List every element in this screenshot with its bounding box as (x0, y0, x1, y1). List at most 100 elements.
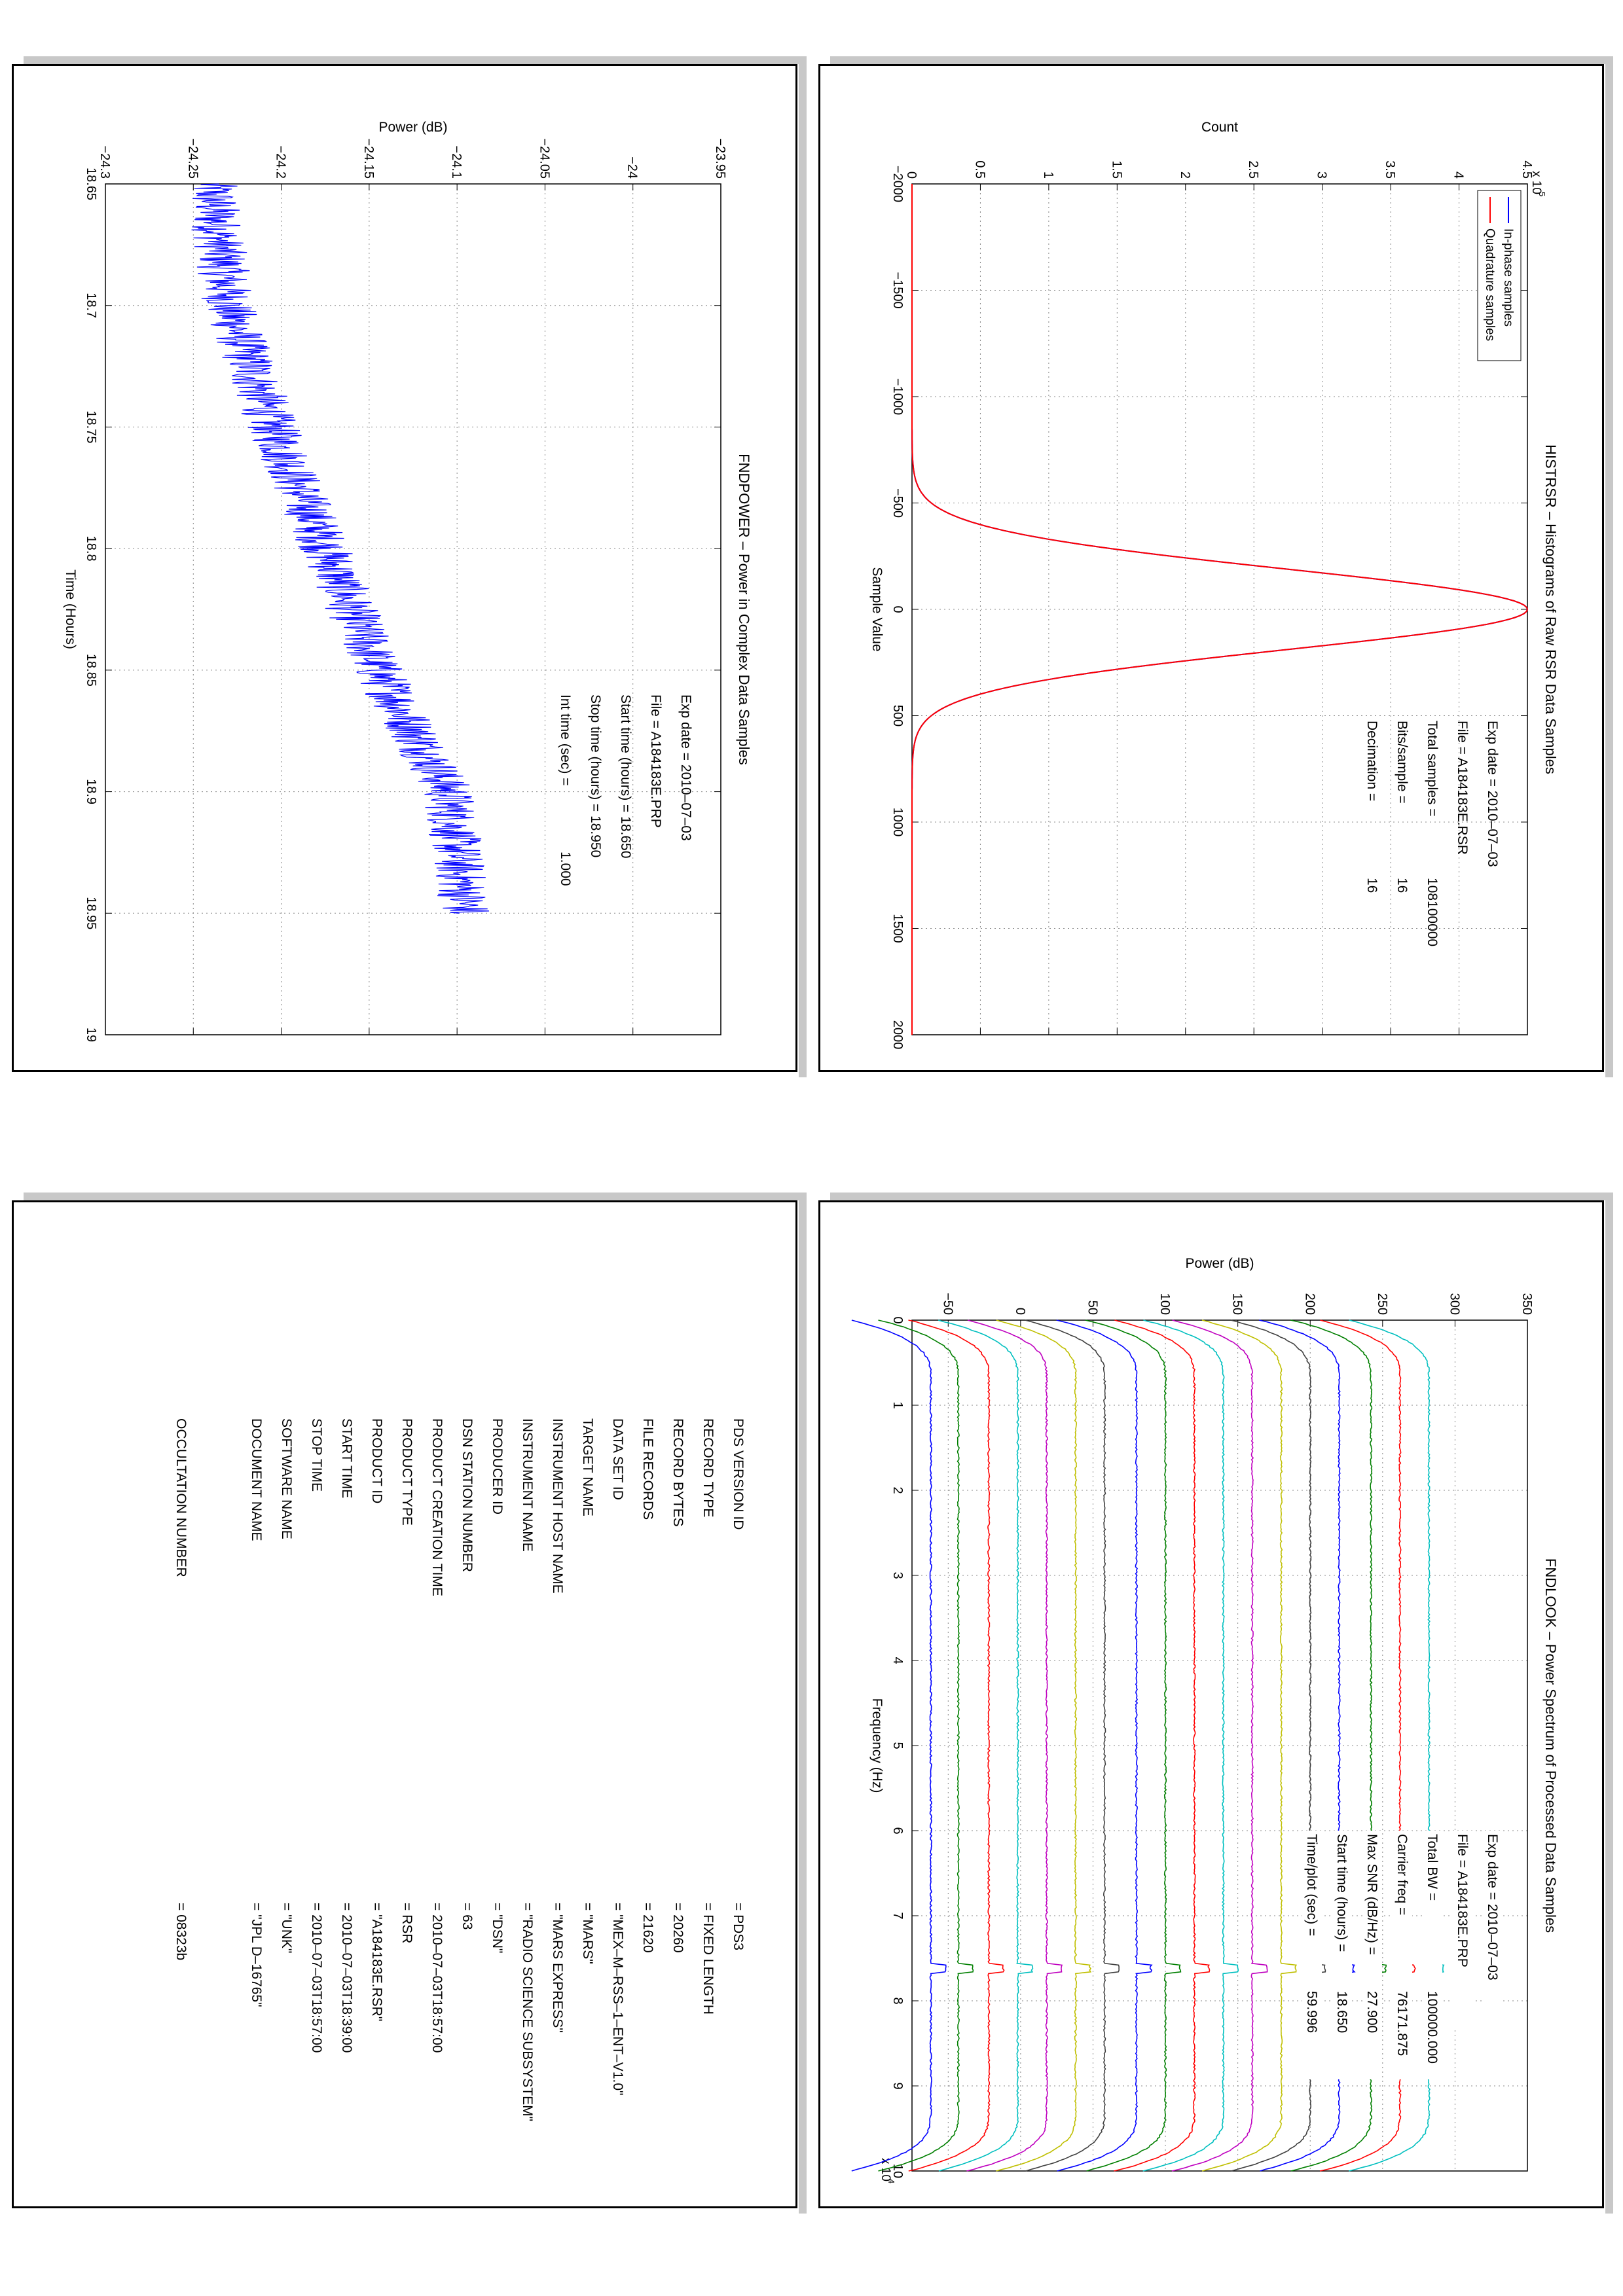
y-tick-label: 300 (1447, 1293, 1461, 1315)
y-axis-label: Power (dB) (1185, 1256, 1254, 1271)
annotation-bg (1332, 1831, 1352, 2079)
label-value: = "A184183E.RSR" (369, 1903, 384, 2021)
x-tick-label: 8 (890, 1997, 905, 2004)
annotation-label: Time/plot (sec) = (1304, 1834, 1319, 1936)
label-key: PRODUCT TYPE (399, 1418, 414, 1526)
annotation-label: Bits/sample = (1395, 721, 1410, 804)
x-tick-label: 500 (890, 705, 905, 726)
annotation-label: File = A184183E.RSR (1455, 721, 1470, 855)
y-tick-label: 2 (1178, 171, 1192, 179)
annotation-label: Carrier freq = (1395, 1834, 1410, 1915)
label-value: = "JPL D–16765" (249, 1903, 264, 2007)
y-tick-label: −24.1 (449, 145, 464, 179)
label-value: = 2010–07–03T18:57:00 (429, 1903, 445, 2053)
legend-entry: Quadrature samples (1483, 228, 1497, 341)
label-key: STOP TIME (309, 1418, 324, 1492)
y-tick-label: 4 (1451, 171, 1466, 179)
x-axis-label: Frequency (Hz) (869, 1698, 884, 1793)
label-key: PRODUCT CREATION TIME (429, 1418, 445, 1596)
annotation-bg (1362, 1831, 1382, 2079)
label-value: = 63 (460, 1903, 475, 1929)
x-tick-label: 1000 (890, 808, 905, 837)
x-tick-label: 5 (890, 1742, 905, 1749)
chart-title: FNDPOWER – Power in Complex Data Samples (736, 454, 752, 765)
x-tick-label: 0 (890, 1316, 905, 1323)
annotation-value: 100000.000 (1425, 1991, 1440, 2064)
x-tick-label: −1500 (890, 272, 905, 308)
x-tick-label: 6 (890, 1827, 905, 1834)
y-exponent-label: x 10 (1529, 171, 1543, 194)
label-key: DSN STATION NUMBER (460, 1418, 475, 1572)
spectrum-line (1142, 1319, 1239, 2172)
y-tick-label: −24.2 (274, 145, 288, 179)
label-key: SOFTWARE NAME (279, 1418, 294, 1539)
y-axis-label: Count (1201, 120, 1238, 135)
annotation-label: Exp date = 2010–07–03 (1485, 721, 1500, 867)
spectrum-line (878, 1319, 974, 2172)
x-tick-label: −500 (890, 488, 905, 518)
x-tick-label: 18.85 (84, 654, 98, 687)
spectrum-line (1025, 1319, 1120, 2172)
label-key: PDS VERSION ID (731, 1418, 746, 1530)
y-tick-label: −24.15 (361, 138, 376, 179)
spectrum-line (966, 1319, 1063, 2172)
histrsr-panel: HISTRSR – Histograms of Raw RSR Data Sam… (818, 64, 1604, 1072)
label-key: FILE RECORDS (640, 1418, 655, 1520)
x-tick-label: 19 (84, 1028, 98, 1042)
annotation-label: Exp date = 2010–07–03 (678, 694, 693, 841)
annotation-label: Exp date = 2010–07–03 (1485, 1834, 1500, 1981)
spectrum-line (1085, 1319, 1182, 2172)
label-key: PRODUCT ID (369, 1418, 384, 1503)
label-value: = RSR (399, 1903, 414, 1943)
x-tick-label: 18.75 (84, 410, 98, 443)
label-value: = "UNK" (279, 1903, 294, 1953)
label-value: = "DSN" (490, 1903, 505, 1953)
label-key: DATA SET ID (610, 1418, 625, 1500)
y-tick-label: 3 (1315, 171, 1329, 179)
x-tick-label: 2000 (890, 1020, 905, 1050)
label-value: = "MARS EXPRESS" (550, 1903, 565, 2033)
y-exponent-power: 5 (1537, 192, 1547, 196)
spectrum-line (1201, 1319, 1298, 2172)
label-value: = PDS3 (731, 1903, 746, 1950)
x-tick-label: 18.9 (84, 779, 98, 804)
annotation-label: Total samples = (1425, 721, 1440, 817)
y-axis-label: Power (dB) (378, 120, 447, 135)
y-tick-label: 350 (1520, 1293, 1534, 1315)
annotation-value: 18.650 (1334, 1991, 1349, 2033)
spectrum-line (851, 1319, 947, 2172)
y-tick-label: 150 (1230, 1293, 1245, 1315)
annotation-value: 108100000 (1425, 878, 1440, 946)
y-tick-label: 200 (1302, 1293, 1317, 1315)
label-table: PDS VERSION ID = PDS3 RECORD TYPE = FIXED L… (173, 1418, 746, 2121)
chart-title: HISTRSR – Histograms of Raw RSR Data Sam… (1542, 444, 1559, 774)
x-tick-label: 7 (890, 1912, 905, 1919)
label-key: RECORD TYPE (701, 1418, 716, 1517)
fndlook-chart: FNDLOOK – Power Spectrum of Processed Da… (851, 1256, 1559, 2183)
power-series-line (191, 183, 490, 914)
annotation-bg (1423, 1831, 1442, 2079)
label-key: INSTRUMENT HOST NAME (550, 1418, 565, 1594)
spectrum-line (1114, 1319, 1211, 2172)
x-tick-label: 1 (890, 1401, 905, 1408)
occultation-value: = 08323b (173, 1903, 189, 1960)
spectrum-line (1056, 1319, 1153, 2172)
y-tick-label: −24.05 (537, 138, 551, 179)
annotation-label: Start time (hours) = 18.650 (618, 694, 633, 858)
y-tick-label: −24 (625, 156, 640, 179)
annotation-label: Stop time (hours) = 18.950 (588, 694, 603, 857)
occultation-key: OCCULTATION NUMBER (173, 1418, 189, 1577)
plot-frame (911, 1319, 1528, 2172)
legend-entry: In-phase samples (1501, 228, 1515, 327)
x-tick-label: 18.8 (84, 536, 98, 562)
annotation-value: 59.996 (1304, 1991, 1319, 2033)
label-key: INSTRUMENT NAME (520, 1418, 535, 1552)
y-tick-label: 250 (1375, 1293, 1389, 1315)
annotation-bg (1393, 1831, 1412, 2079)
y-tick-label: 4.5 (1520, 160, 1534, 179)
annotation-label: Max SNR (dB/Hz) = (1364, 1834, 1379, 1955)
y-tick-label: −50 (940, 1293, 955, 1315)
x-axis-label: Time (Hours) (63, 569, 78, 649)
annotation-bg (1483, 1831, 1503, 2027)
annotation-label: Start time (hours) = (1334, 1834, 1349, 1952)
